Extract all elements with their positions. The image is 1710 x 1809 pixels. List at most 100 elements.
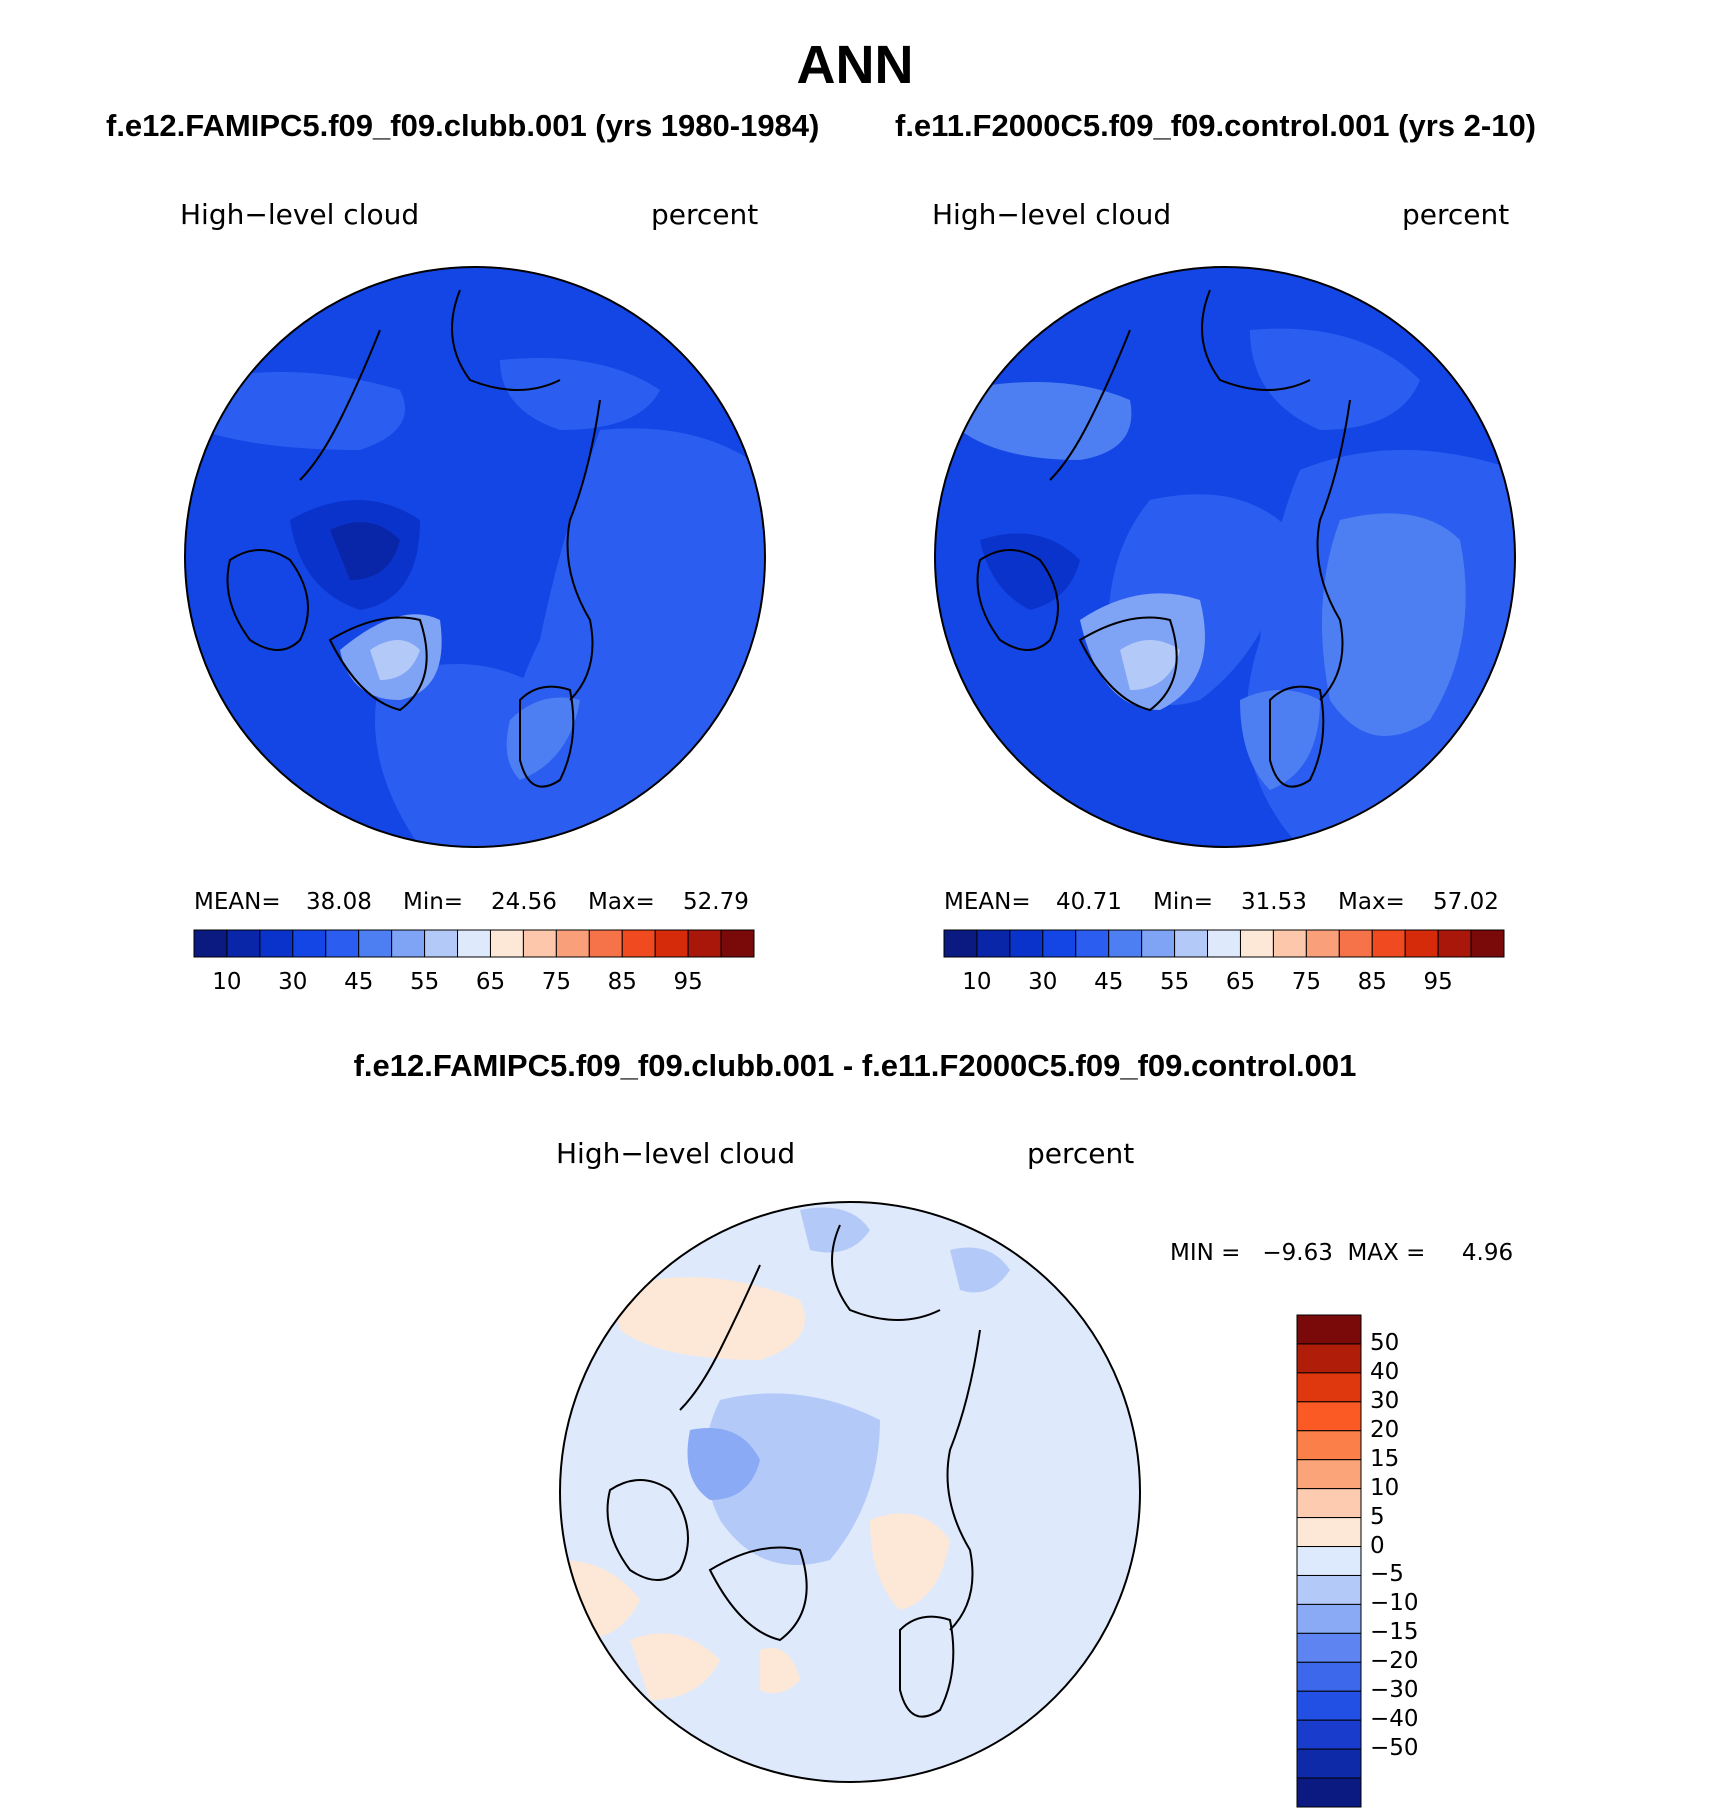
colorbar-swatch (1272, 929, 1307, 958)
contour-fill-right (935, 267, 1515, 847)
mean-value-left: 38.08 (306, 889, 372, 915)
colorbar-swatch (621, 929, 656, 958)
variable-label-diff: High−level cloud (556, 1137, 796, 1170)
colorbar-tick-label: 75 (541, 969, 571, 995)
contour-fill-diff (560, 1202, 1140, 1782)
colorbar-tick-label: −20 (1370, 1648, 1419, 1675)
mean-label-left: MEAN= (194, 889, 281, 915)
colorbar-swatch (1174, 929, 1209, 958)
colorbar-tick-label: 15 (1370, 1445, 1400, 1472)
colorbar-swatch (259, 929, 294, 958)
colorbar-swatch (1075, 929, 1110, 958)
units-label-right: percent (1402, 198, 1510, 231)
colorbar-swatch (1207, 929, 1241, 958)
colorbar-swatch (654, 929, 689, 958)
colorbar-swatch (292, 929, 327, 958)
colorbar-swatch (1141, 929, 1176, 958)
colorbar-swatch (1296, 1574, 1362, 1605)
colorbar-swatch (1296, 1546, 1362, 1576)
colorbar-swatch (424, 929, 459, 958)
colorbar-swatch (1239, 929, 1274, 958)
colorbar-swatch (1305, 929, 1340, 958)
contour-fill-left (185, 267, 765, 847)
min-value-right: 31.53 (1241, 889, 1307, 915)
colorbar-tick-label: −40 (1370, 1706, 1419, 1733)
colorbar-swatch (1296, 1603, 1362, 1634)
coastlines-diff (606, 1224, 981, 1718)
colorbar-tick-label: 50 (1370, 1329, 1400, 1356)
colorbar-swatch (555, 929, 590, 958)
min-label-left: Min= (403, 889, 464, 915)
colorbar-tick-label: 65 (1225, 969, 1256, 995)
case-title-left: f.e12.FAMIPC5.f09_f09.clubb.001 (yrs 198… (106, 108, 820, 143)
colorbar-tick-label: 30 (1028, 969, 1058, 995)
variable-label-left: High−level cloud (180, 198, 420, 231)
colorbar-swatch (1296, 1777, 1362, 1808)
colorbar-swatch (226, 929, 261, 958)
min-label-right: Min= (1153, 889, 1214, 915)
colorbar-tick-label: 40 (1370, 1358, 1400, 1385)
colorbar-swatch (1338, 929, 1373, 958)
colorbar-swatch (1437, 929, 1472, 958)
map-border-right (934, 266, 1516, 848)
colorbar-swatch (1371, 929, 1406, 958)
colorbar-swatch (1296, 1632, 1362, 1663)
difference-title: f.e12.FAMIPC5.f09_f09.clubb.001 - f.e11.… (353, 1048, 1357, 1083)
colorbar-swatch (976, 929, 1011, 958)
diff-min-max: MIN = −9.63 MAX = 4.96 (1170, 1240, 1514, 1266)
colorbar-tick-label: −50 (1370, 1735, 1419, 1762)
case-title-right: f.e11.F2000C5.f09_f09.control.001 (yrs 2… (895, 108, 1537, 143)
colorbar-swatch (1296, 1661, 1362, 1692)
colorbar-swatch (358, 929, 393, 958)
colorbar-tick-label: −30 (1370, 1677, 1419, 1704)
colorbar-swatch (1296, 1459, 1362, 1490)
colorbar-swatch (1042, 929, 1077, 958)
colorbar-tick-label: 0 (1370, 1532, 1385, 1559)
max-label-right: Max= (1338, 889, 1405, 915)
colorbar-swatch (1009, 929, 1044, 958)
colorbar-swatch (1296, 1401, 1362, 1432)
colorbar-left (193, 929, 755, 958)
colorbar-swatch (1296, 1690, 1362, 1721)
colorbar-swatch (1296, 1719, 1362, 1750)
map-border-diff (559, 1201, 1141, 1783)
colorbar-tick-label: 10 (1370, 1474, 1400, 1501)
colorbar-tick-label: −10 (1370, 1590, 1419, 1617)
colorbar-tick-label: 65 (475, 969, 506, 995)
colorbar-tick-label: 30 (278, 969, 308, 995)
colorbar-tick-label: 95 (1423, 969, 1453, 995)
mean-value-right: 40.71 (1056, 889, 1122, 915)
coastlines-right (976, 289, 1351, 788)
colorbar-tick-label: 55 (409, 969, 440, 995)
colorbar-swatch (1404, 929, 1439, 958)
colorbar-swatch (193, 929, 228, 958)
colorbar-swatch (1296, 1430, 1362, 1461)
colorbar-swatch (588, 929, 623, 958)
colorbar-swatch (325, 929, 360, 958)
colorbar-swatch (1470, 929, 1505, 958)
mean-label-right: MEAN= (944, 889, 1031, 915)
colorbar-swatch (1296, 1314, 1362, 1345)
colorbar-swatch (687, 929, 722, 958)
variable-label-right: High−level cloud (932, 198, 1172, 231)
colorbar-swatch (1296, 1372, 1362, 1403)
units-label-diff: percent (1027, 1137, 1135, 1170)
map-border-left (184, 266, 766, 848)
colorbar-swatch (489, 929, 524, 958)
min-value-left: 24.56 (491, 889, 557, 915)
colorbar-tick-label: −5 (1370, 1561, 1404, 1588)
max-value-right: 57.02 (1433, 889, 1499, 915)
colorbar-tick-label: 85 (1357, 969, 1387, 995)
colorbar-swatch (391, 929, 426, 958)
coastlines-left (226, 289, 601, 788)
colorbar-tick-label: 95 (673, 969, 703, 995)
max-value-left: 52.79 (683, 889, 749, 915)
max-label-left: Max= (588, 889, 655, 915)
colorbar-swatch (943, 929, 978, 958)
colorbar-tick-label: 75 (1291, 969, 1321, 995)
colorbar-swatch (457, 929, 491, 958)
colorbar-tick-label: 55 (1159, 969, 1190, 995)
colorbar-tick-label: −15 (1370, 1619, 1419, 1646)
colorbar-diff (1296, 1314, 1362, 1808)
